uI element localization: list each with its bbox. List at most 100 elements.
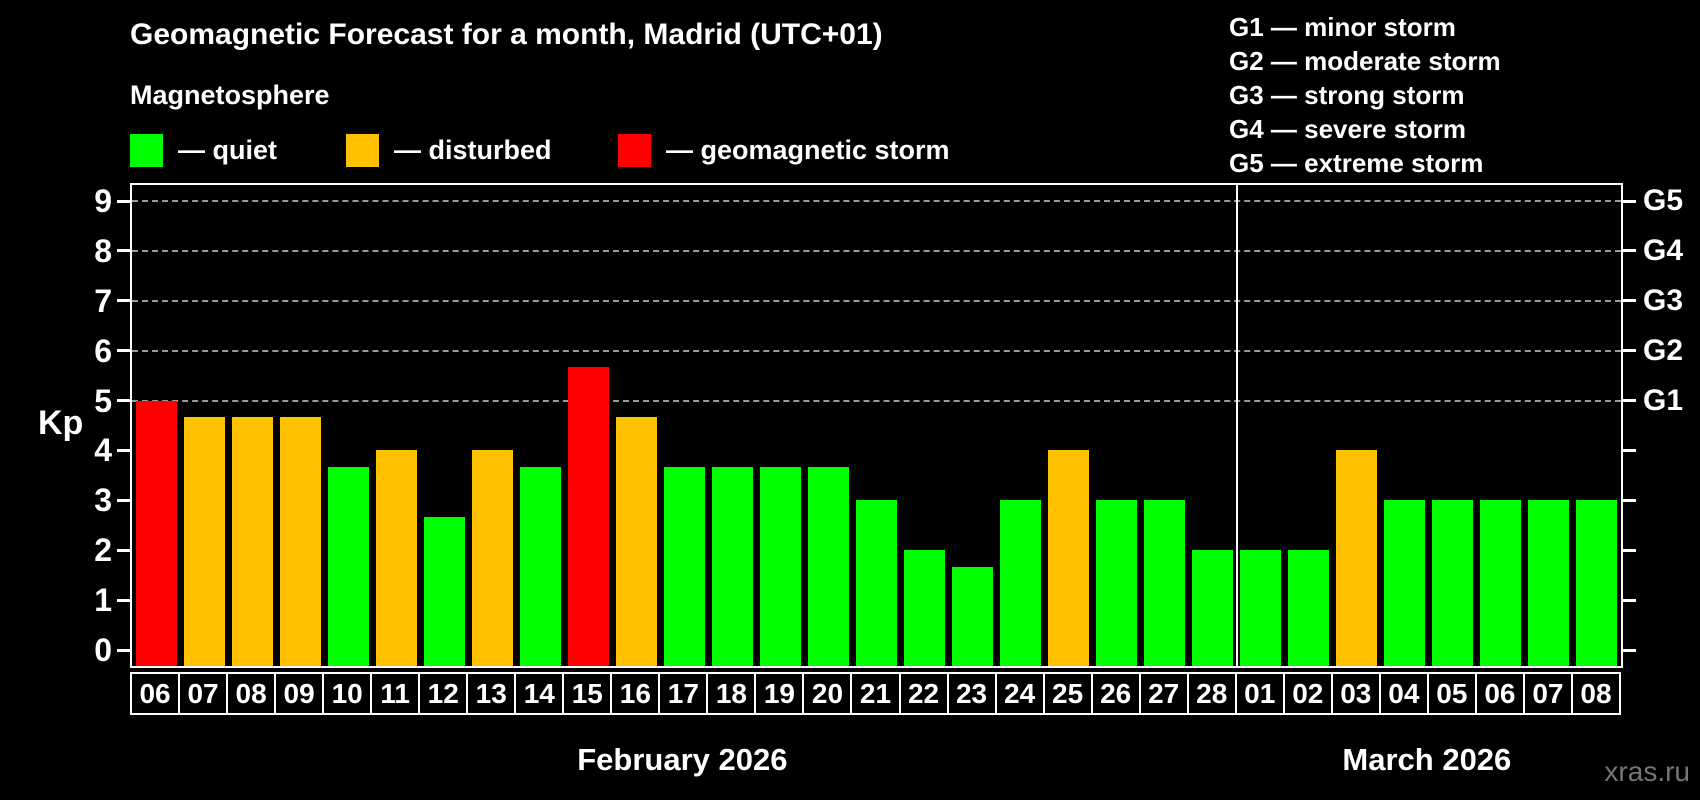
g-scale-label-g4: G4 <box>1643 233 1684 267</box>
month-label-february: February 2026 <box>577 742 788 777</box>
legend-label-disturbed: — disturbed <box>394 134 552 165</box>
day-label-box: 09 <box>274 672 325 715</box>
kp-bar <box>1336 450 1378 666</box>
y-tick-label: 1 <box>94 582 112 619</box>
day-label-box: 06 <box>130 672 181 715</box>
day-label-box: 05 <box>1426 672 1477 715</box>
month-separator <box>1235 185 1238 666</box>
kp-bar <box>615 417 657 666</box>
kp-bar <box>1048 450 1090 666</box>
day-label-box: 15 <box>562 672 613 715</box>
kp-bar <box>183 417 225 666</box>
quiet-color-swatch <box>130 133 163 167</box>
kp-bar <box>567 367 609 666</box>
day-label-box: 21 <box>850 672 901 715</box>
y-tick-label: 6 <box>94 332 112 369</box>
y-axis-tick-right <box>1623 249 1636 253</box>
month-label-march: March 2026 <box>1342 742 1512 777</box>
kp-bar <box>1000 500 1042 666</box>
kp-bar <box>1528 500 1570 666</box>
disturbed-color-swatch <box>346 133 379 167</box>
g-scale-label-g5: G5 <box>1643 184 1684 217</box>
y-axis-tick-left <box>117 648 130 652</box>
kp-bar <box>1576 500 1618 666</box>
y-axis-tick-left <box>117 498 130 502</box>
y-axis-tick-right <box>1623 598 1636 602</box>
y-tick-label: 0 <box>94 632 112 668</box>
day-label-box: 24 <box>994 672 1045 715</box>
legend-item-disturbed: — disturbed <box>346 133 552 167</box>
kp-bar <box>135 400 177 666</box>
legend-item-storm: — geomagnetic storm <box>618 133 950 167</box>
day-label-box: 19 <box>754 672 805 715</box>
day-label-box: 23 <box>946 672 997 715</box>
g-scale-legend: G1 — minor storm G2 — moderate storm G3 … <box>1229 10 1501 180</box>
gridline-kp7 <box>132 299 1621 302</box>
day-label-box: 27 <box>1138 672 1189 715</box>
day-label-box: 06 <box>1474 672 1525 715</box>
plot-area <box>130 183 1623 668</box>
kp-bar <box>1432 500 1474 666</box>
kp-bar <box>1240 550 1282 666</box>
y-tick-label: 5 <box>94 382 112 419</box>
gridline-kp9 <box>132 200 1621 202</box>
y-axis-tick-right <box>1623 299 1636 303</box>
day-label-box: 14 <box>514 672 565 715</box>
day-label-box: 08 <box>1570 672 1621 715</box>
day-label-box: 11 <box>370 672 421 715</box>
day-label-box: 26 <box>1090 672 1141 715</box>
kp-bar <box>1384 500 1426 666</box>
day-label-box: 10 <box>322 672 373 715</box>
day-label-box: 01 <box>1234 672 1285 715</box>
g-scale-label-g3: G3 <box>1643 283 1684 317</box>
day-label-box: 02 <box>1282 672 1333 715</box>
y-axis-tick-right <box>1623 498 1636 502</box>
g-scale-label-g1: G1 <box>1643 383 1684 417</box>
day-label-box: 18 <box>706 672 757 715</box>
y-axis-tick-right <box>1623 648 1636 652</box>
gridline-kp6 <box>132 349 1621 352</box>
magnetosphere-label: Magnetosphere <box>130 80 330 110</box>
y-axis-tick-left <box>117 548 130 552</box>
g-legend-item-g5: G5 — extreme storm <box>1229 148 1484 178</box>
gridline-kp5 <box>132 399 1621 402</box>
y-tick-label: 7 <box>94 282 112 319</box>
day-label-box: 17 <box>658 672 709 715</box>
kp-bar <box>663 466 705 666</box>
kp-bar <box>1288 550 1330 666</box>
y-axis-tick-left <box>117 249 130 253</box>
y-tick-label: 2 <box>94 532 112 569</box>
y-tick-label: 9 <box>94 183 112 219</box>
kp-bar <box>1144 500 1186 666</box>
kp-bar <box>471 450 513 666</box>
y-axis-tick-left <box>117 349 130 353</box>
kp-bar <box>1096 500 1138 666</box>
day-label-box: 28 <box>1186 672 1237 715</box>
kp-bar <box>327 466 369 666</box>
y-axis-tick-right <box>1623 399 1636 403</box>
kp-axis-label: Kp <box>38 404 84 442</box>
gridline-kp8 <box>132 249 1621 252</box>
kp-bar <box>375 450 417 666</box>
day-label-box: 13 <box>466 672 517 715</box>
day-label-box: 16 <box>610 672 661 715</box>
y-tick-label: 3 <box>94 482 112 519</box>
kp-bar <box>1480 500 1522 666</box>
g-legend-item-g3: G3 — strong storm <box>1229 80 1465 110</box>
kp-bar <box>711 466 753 666</box>
y-axis-tick-left <box>117 299 130 303</box>
storm-color-swatch <box>618 133 651 167</box>
legend-label-quiet: — quiet <box>178 134 277 165</box>
g-scale-label-g2: G2 <box>1643 333 1684 367</box>
day-label-box: 25 <box>1042 672 1093 715</box>
kp-bar <box>952 566 994 666</box>
kp-bar <box>1192 550 1234 666</box>
y-axis-tick-right <box>1623 199 1636 203</box>
y-axis-tick-left <box>117 448 130 452</box>
chart-title: Geomagnetic Forecast for a month, Madrid… <box>130 18 883 51</box>
day-label-box: 08 <box>226 672 277 715</box>
y-axis-tick-right <box>1623 349 1636 353</box>
day-label-box: 04 <box>1378 672 1429 715</box>
day-label-box: 20 <box>802 672 853 715</box>
